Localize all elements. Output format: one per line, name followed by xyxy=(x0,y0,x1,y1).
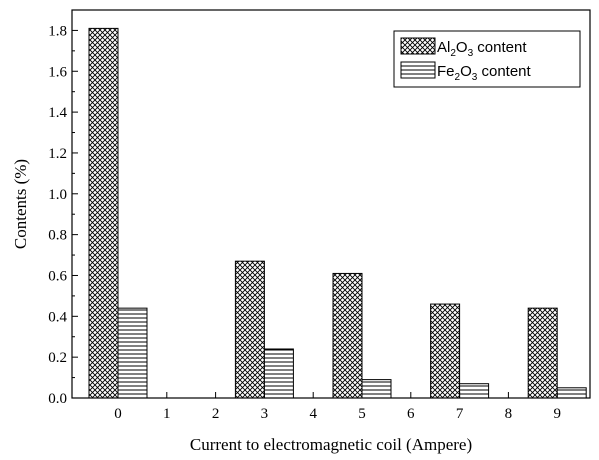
legend-label-fe2o3: Fe2O3 content xyxy=(437,63,532,83)
bar-al2o3-5 xyxy=(332,272,363,399)
x-tick-label: 9 xyxy=(553,406,561,422)
x-tick-label: 2 xyxy=(212,406,220,422)
y-tick-label: 1.2 xyxy=(48,146,67,162)
plot-frame xyxy=(71,9,591,399)
bar-fe2o3-5 xyxy=(361,379,392,399)
bar-al2o3-0 xyxy=(88,27,119,399)
y-tick-label: 0.0 xyxy=(48,391,67,407)
y-tick-label: 0.2 xyxy=(48,350,67,366)
x-tick-label: 5 xyxy=(358,406,366,422)
y-tick-label: 1.0 xyxy=(48,187,67,203)
bar-fe2o3-7 xyxy=(459,383,490,399)
y-tick-label: 1.4 xyxy=(48,105,67,121)
y-tick-label: 1.8 xyxy=(48,23,67,39)
x-tick-label: 3 xyxy=(261,406,269,422)
legend-label-al2o3: Al2O3 content xyxy=(437,39,527,59)
legend: Al2O3 content Fe2O3 content xyxy=(393,30,581,88)
y-tick-label: 1.6 xyxy=(48,64,67,80)
x-tick-label: 0 xyxy=(114,406,122,422)
bar-al2o3-3 xyxy=(234,260,265,399)
x-tick-label: 1 xyxy=(163,406,171,422)
bar-fe2o3-9 xyxy=(556,387,587,399)
legend-swatch-fe2o3 xyxy=(400,61,436,79)
y-axis-title: Contents (%) xyxy=(11,159,30,249)
x-tick-label: 6 xyxy=(407,406,415,422)
y-tick-label: 0.6 xyxy=(48,268,67,284)
x-tick-label: 8 xyxy=(505,406,513,422)
x-tick-label: 7 xyxy=(456,406,464,422)
bars-group xyxy=(88,27,587,399)
x-tick-label: 4 xyxy=(309,406,317,422)
y-tick-label: 0.8 xyxy=(48,228,67,244)
x-axis: 0 1 2 3 4 5 6 7 8 9 xyxy=(114,392,561,422)
bar-al2o3-7 xyxy=(430,303,461,399)
bar-fe2o3-0 xyxy=(117,307,148,399)
y-tick-label: 0.4 xyxy=(48,309,67,325)
y-axis: 0.0 0.2 0.4 0.6 0.8 1.0 1.2 1.4 1.6 1.8 xyxy=(48,23,78,407)
legend-swatch-al2o3 xyxy=(400,37,436,55)
x-axis-title: Current to electromagnetic coil (Ampere) xyxy=(190,435,472,454)
bar-al2o3-9 xyxy=(527,307,558,399)
bar-fe2o3-3 xyxy=(263,348,294,399)
